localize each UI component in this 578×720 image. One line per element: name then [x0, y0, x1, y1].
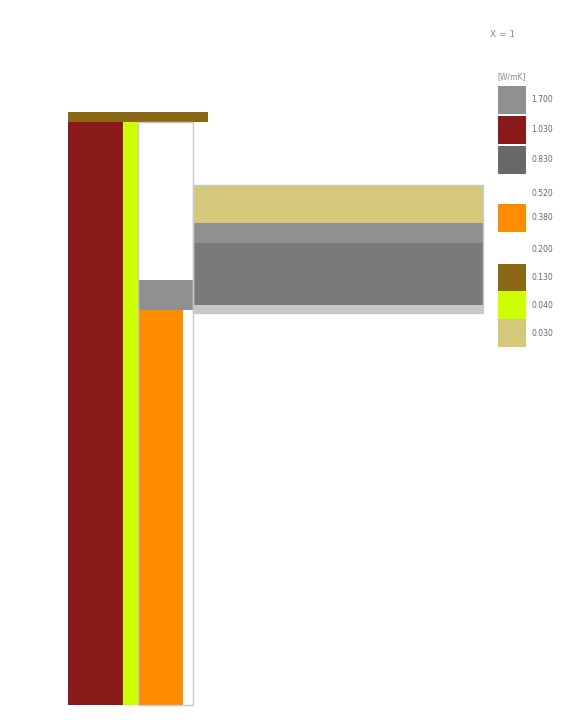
Bar — [498, 146, 526, 174]
Text: 0.520: 0.520 — [531, 189, 553, 197]
Text: 0.130: 0.130 — [531, 274, 553, 282]
Text: 0.200: 0.200 — [531, 246, 553, 254]
Bar — [498, 116, 526, 144]
Text: [W/mK]: [W/mK] — [498, 72, 526, 81]
Text: 0.030: 0.030 — [531, 328, 553, 338]
Bar — [193, 185, 483, 313]
Bar — [498, 264, 526, 292]
Bar — [193, 185, 483, 223]
Bar — [138, 310, 183, 705]
Bar — [498, 291, 526, 319]
Text: X = 1: X = 1 — [490, 30, 515, 39]
Bar — [498, 319, 526, 347]
Bar — [68, 115, 123, 705]
Bar — [68, 112, 208, 122]
Bar — [498, 204, 526, 232]
Bar — [123, 115, 138, 705]
Text: 0.830: 0.830 — [531, 156, 553, 164]
Bar — [193, 305, 483, 313]
Text: 0.040: 0.040 — [531, 300, 553, 310]
Bar — [193, 223, 483, 243]
Bar — [138, 122, 193, 280]
Text: 1.030: 1.030 — [531, 125, 553, 135]
Text: 0.380: 0.380 — [531, 214, 553, 222]
Text: 1.700: 1.700 — [531, 96, 553, 104]
Bar — [138, 243, 483, 305]
Bar — [138, 122, 193, 705]
Bar — [138, 280, 193, 310]
Bar — [498, 86, 526, 114]
